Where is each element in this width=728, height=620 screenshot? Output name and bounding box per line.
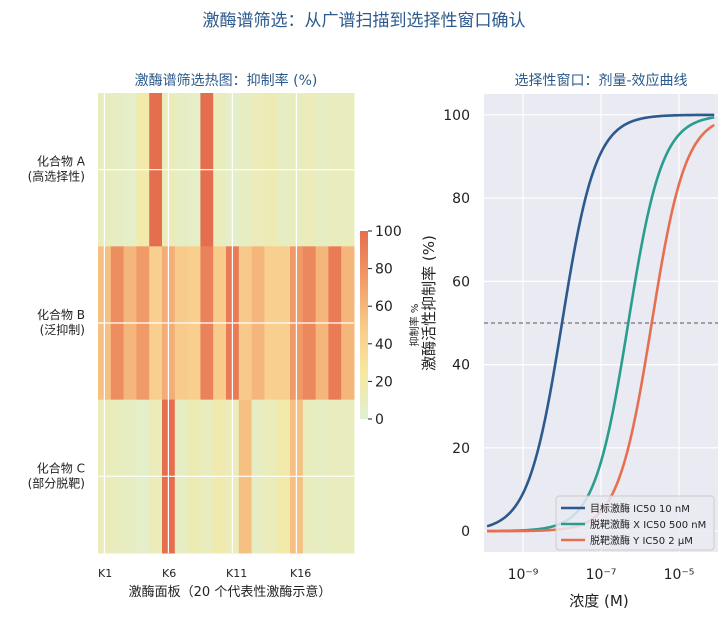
heatmap-row-label-line: (部分脱靶) [28, 475, 85, 490]
series-line [486, 113, 715, 528]
line-chart-title: 选择性窗口：剂量-效应曲线 [514, 72, 687, 89]
heatmap-row-label-line: (高选择性) [28, 169, 85, 184]
colorbar-tick-label: 100 [375, 224, 402, 240]
y-tick-label: 40 [452, 358, 470, 374]
heatmap-x-tick: K11 [226, 567, 247, 580]
colorbar-label: 抑制率 % [408, 304, 421, 347]
colorbar-tick-label: 20 [375, 374, 393, 390]
colorbar-tick-label: 40 [375, 337, 393, 353]
legend-box [555, 495, 715, 551]
figure-title: 激酶谱筛选：从广谱扫描到选择性窗口确认 [202, 11, 526, 31]
heatmap-title: 激酶谱筛选热图：抑制率 (%) [135, 72, 318, 89]
colorbar-tick-label: 80 [375, 262, 393, 278]
x-tick-label: 10⁻⁹ [508, 567, 539, 583]
line-y-label: 激酶活性抑制率 (%) [420, 235, 438, 371]
colorbar-tick-label: 60 [375, 299, 393, 315]
heatmap-x-label: 激酶面板（20 个代表性激酶示意） [129, 584, 332, 600]
heatmap-panel: 激酶谱筛选热图：抑制率 (%)化合物 A (高选择性)化合物 B (泛抑制)化合物 … [28, 72, 355, 600]
legend-entry: 目标激酶 IC50 10 nM [590, 502, 690, 515]
y-tick-label: 60 [452, 274, 470, 290]
legend-entry: 脱靶激酶 X IC50 500 nM [590, 518, 706, 531]
legend-entry: 脱靶激酶 Y IC50 2 μM [590, 534, 693, 547]
heatmap-x-tick: K16 [290, 567, 311, 580]
y-tick-label: 20 [452, 441, 470, 457]
y-tick-label: 80 [452, 191, 470, 207]
x-tick-label: 10⁻⁷ [586, 567, 617, 583]
y-tick-label: 100 [443, 108, 470, 124]
heatmap-row-label: 化合物 C (部分脱靶) [28, 460, 85, 490]
heatmap-row-label-line: 化合物 B [37, 307, 85, 322]
heatmap-row-label: 化合物 A (高选择性) [28, 154, 86, 184]
heatmap-row-label-line: (泛抑制) [40, 322, 85, 337]
colorbar-tick-label: 0 [375, 412, 384, 428]
heatmap-row-label-line: 化合物 C [37, 460, 85, 475]
y-tick-label: 0 [461, 524, 470, 540]
heatmap-x-tick: K1 [98, 567, 112, 580]
colorbar-bar [360, 231, 368, 419]
heatmap-row-label: 化合物 B (泛抑制) [37, 307, 85, 337]
dose-response-panel: 0 20 40 60 80 100 10⁻⁹ 10⁻⁷ 10⁻⁵ 选择性窗口：剂量-效应曲线浓度 … [420, 72, 718, 610]
line-x-label: 浓度 (M) [569, 592, 628, 610]
heatmap-row-label-line: 化合物 A [37, 154, 86, 169]
x-tick-label: 10⁻⁵ [664, 567, 695, 583]
colorbar-panel: 0 20 40 60 80 100 抑制率 % [360, 224, 421, 428]
heatmap-x-tick: K6 [162, 567, 176, 580]
